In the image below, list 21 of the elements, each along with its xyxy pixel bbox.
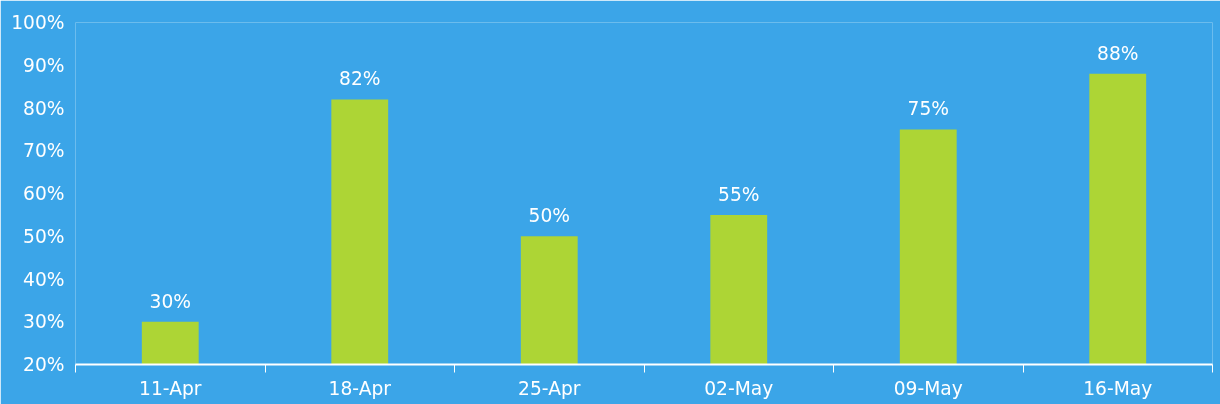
- data-label: 75%: [907, 98, 949, 120]
- y-tick-label: 30%: [23, 311, 65, 333]
- y-tick-label: 40%: [23, 268, 65, 290]
- y-tick-label: 90%: [23, 54, 65, 76]
- y-tick-label: 80%: [23, 97, 65, 119]
- y-tick-label: 50%: [23, 225, 65, 247]
- y-tick-label: 60%: [23, 183, 65, 204]
- x-tick-label: 02-May: [704, 377, 774, 399]
- data-label: 55%: [718, 183, 760, 205]
- y-tick-label: 70%: [23, 140, 65, 162]
- y-tick-label: 100%: [11, 12, 65, 33]
- x-tick-label: 18-Apr: [328, 377, 392, 399]
- x-tick-label: 11-Apr: [139, 377, 202, 399]
- x-tick-label: 16-May: [1083, 377, 1153, 399]
- x-tick-label: 09-May: [893, 377, 963, 399]
- x-tick-label: 25-Apr: [518, 377, 581, 399]
- y-tick-label: 20%: [23, 354, 65, 375]
- data-label: 88%: [1097, 42, 1139, 64]
- data-label: 82%: [339, 68, 381, 90]
- data-label: 50%: [528, 205, 570, 227]
- data-label: 30%: [149, 290, 191, 312]
